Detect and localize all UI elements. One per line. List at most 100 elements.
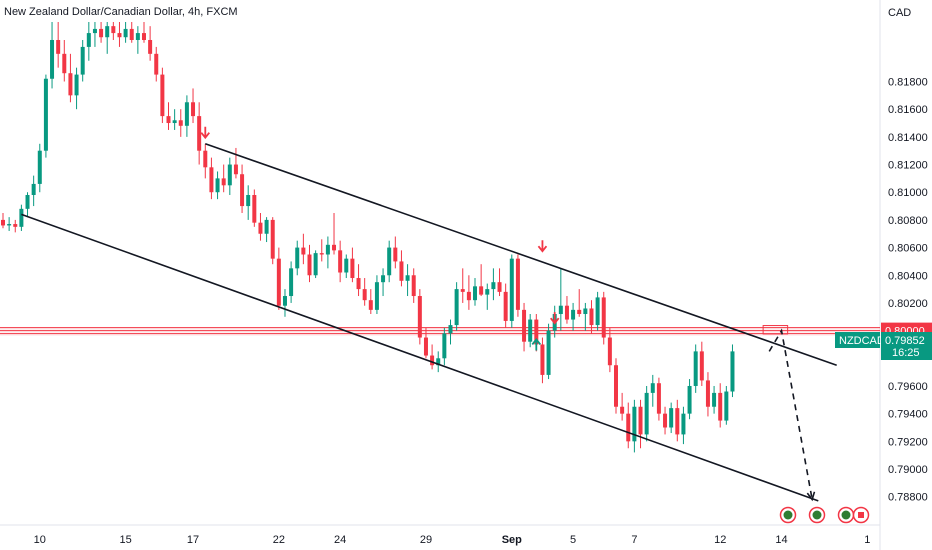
x-tick-label: 15 bbox=[119, 534, 131, 546]
x-tick-label: 22 bbox=[273, 534, 285, 546]
candle-body bbox=[423, 337, 428, 356]
candle-body bbox=[191, 102, 196, 117]
candle-body bbox=[571, 309, 576, 320]
candle-body bbox=[583, 308, 588, 315]
y-tick-label: 0.81000 bbox=[888, 187, 928, 199]
candle-body bbox=[86, 33, 91, 47]
candle-body bbox=[68, 73, 73, 96]
candle-body bbox=[37, 150, 42, 184]
candle-body bbox=[564, 305, 569, 320]
symbol-text: NZDCAD bbox=[839, 335, 885, 347]
y-tick-label: 0.80400 bbox=[888, 270, 928, 282]
candle-body bbox=[515, 258, 520, 310]
candle-body bbox=[62, 53, 67, 74]
candle-body bbox=[503, 291, 508, 321]
candle-body bbox=[350, 258, 355, 279]
x-tick-label: 12 bbox=[714, 534, 726, 546]
candle-body bbox=[105, 26, 110, 38]
projection-arrowhead bbox=[806, 491, 816, 502]
candle-body bbox=[276, 258, 281, 306]
candle-body bbox=[638, 406, 643, 435]
candle-body bbox=[460, 289, 465, 292]
candle-body bbox=[344, 258, 349, 273]
candle-body bbox=[233, 164, 238, 175]
candle-body bbox=[1, 219, 5, 226]
candle-body bbox=[540, 344, 545, 375]
candle-body bbox=[430, 355, 435, 366]
up-arrow-icon bbox=[531, 338, 542, 351]
candle-body bbox=[405, 275, 410, 281]
candle-body bbox=[80, 46, 85, 75]
candle-body bbox=[558, 305, 563, 315]
candle-body bbox=[491, 282, 496, 290]
candle-body bbox=[129, 28, 134, 40]
candle-body bbox=[693, 351, 698, 386]
candle-body bbox=[313, 253, 318, 276]
candle-body bbox=[356, 278, 361, 290]
candle-body bbox=[148, 39, 153, 54]
candle-body bbox=[454, 289, 459, 326]
candle-body bbox=[123, 28, 128, 38]
event-globe-icon bbox=[841, 510, 851, 520]
candle-body bbox=[282, 296, 287, 306]
candle-body bbox=[522, 309, 527, 342]
candle-body bbox=[307, 254, 312, 276]
candle-body bbox=[589, 308, 594, 326]
x-tick-label: 17 bbox=[187, 534, 199, 546]
candle-body bbox=[221, 178, 226, 186]
candle-body bbox=[663, 413, 668, 428]
candle-body bbox=[172, 120, 177, 124]
y-tick-label: 0.79200 bbox=[888, 436, 928, 448]
candle-body bbox=[43, 78, 48, 151]
channel-lower-line[interactable] bbox=[21, 213, 819, 502]
candle-body bbox=[620, 406, 625, 414]
candle-body bbox=[411, 275, 416, 297]
candle-body bbox=[669, 408, 674, 428]
candle-body bbox=[141, 33, 146, 40]
candle-body bbox=[197, 116, 202, 151]
projection-path[interactable] bbox=[768, 328, 813, 500]
countdown-text: 16:25 bbox=[892, 347, 920, 359]
candle-body bbox=[650, 383, 655, 393]
candle-body bbox=[387, 247, 392, 276]
candle-body bbox=[546, 330, 551, 375]
candle-body bbox=[31, 183, 36, 195]
candle-body bbox=[656, 383, 661, 414]
candle-body bbox=[166, 116, 171, 124]
candle-body bbox=[325, 244, 330, 255]
candle-body bbox=[178, 120, 183, 126]
x-tick-label: Sep bbox=[502, 534, 522, 546]
candle-body bbox=[19, 208, 24, 227]
x-tick-label: 1 bbox=[864, 534, 870, 546]
x-tick-label: 10 bbox=[34, 534, 46, 546]
candle-body bbox=[252, 194, 257, 223]
event-globe-icon bbox=[812, 510, 822, 520]
y-tick-label: 0.79000 bbox=[888, 464, 928, 476]
candle-body bbox=[258, 222, 263, 234]
candle-body bbox=[485, 289, 490, 295]
candle-body bbox=[13, 224, 18, 227]
candle-body bbox=[74, 74, 79, 96]
candle-body bbox=[368, 300, 373, 310]
y-tick-label: 0.79400 bbox=[888, 409, 928, 421]
down-arrow-icon bbox=[200, 126, 210, 140]
candle-body bbox=[417, 296, 422, 338]
y-tick-label: 0.79600 bbox=[888, 381, 928, 393]
candle-body bbox=[675, 408, 680, 435]
candle-body bbox=[301, 247, 306, 255]
last-price-tag bbox=[881, 332, 932, 360]
down-arrow-icon bbox=[549, 312, 560, 325]
down-arrow-icon-shape bbox=[537, 240, 548, 253]
x-tick-label: 24 bbox=[334, 534, 346, 546]
candle-body bbox=[215, 178, 220, 193]
candle-body bbox=[240, 174, 245, 207]
channel-upper-line[interactable] bbox=[205, 143, 837, 366]
candle-body bbox=[374, 282, 379, 310]
y-tick-label: 0.80800 bbox=[888, 215, 928, 227]
x-tick-label: 7 bbox=[631, 534, 637, 546]
chart-title: New Zealand Dollar/Canadian Dollar, 4h, … bbox=[4, 6, 238, 18]
candle-body bbox=[289, 268, 294, 297]
candle-body bbox=[264, 219, 269, 234]
